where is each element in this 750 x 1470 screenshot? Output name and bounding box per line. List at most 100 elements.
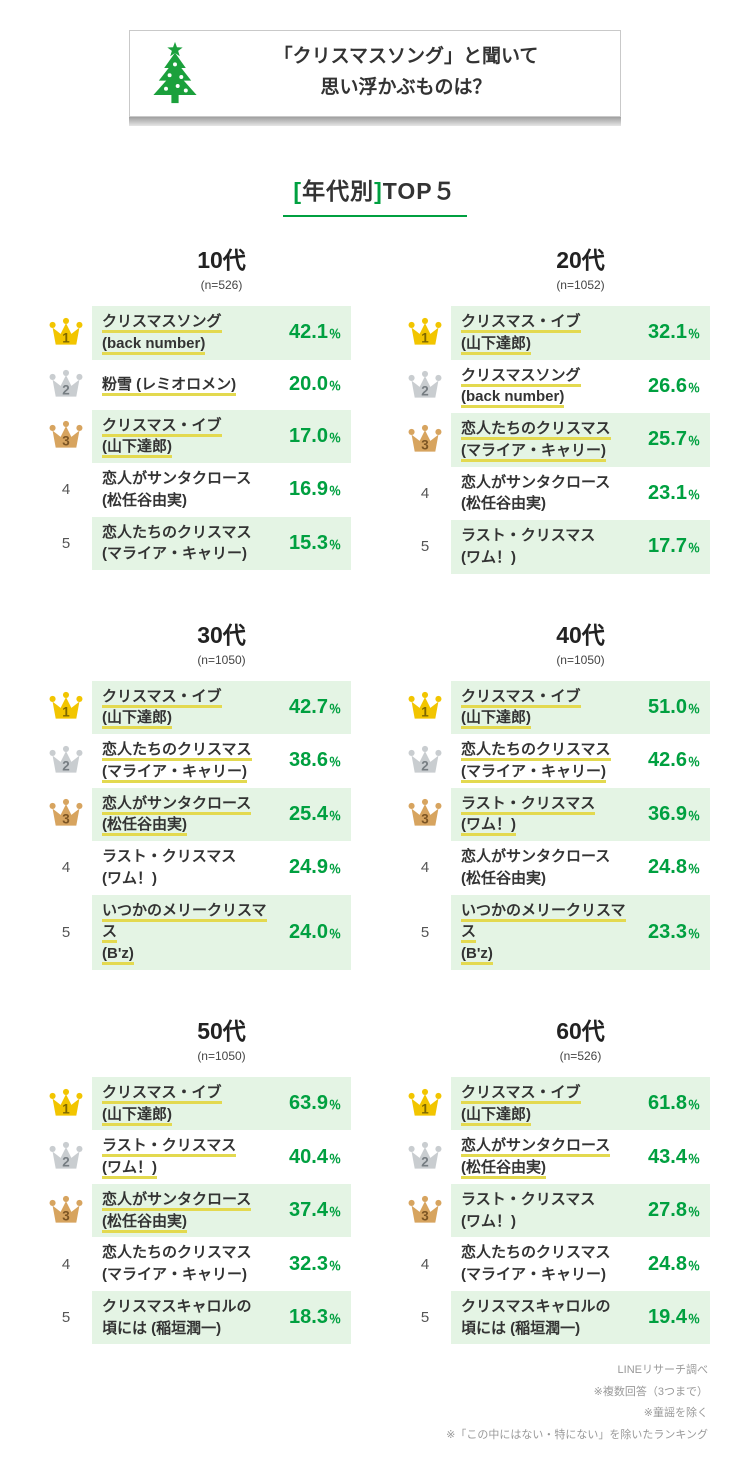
percentage-value: 24.0％ (289, 921, 341, 944)
svg-text:1: 1 (62, 330, 70, 345)
row-body: ラスト・クリスマス (ワム！) 40.4％ (92, 1130, 351, 1184)
ranking-list: 1 クリスマス・イブ (山下達郎) 51.0％ 2 恋人たちのクリスマス (マライア… (399, 680, 710, 970)
rank-cell: 2 (399, 360, 451, 414)
song-title: 恋人がサンタクロース (松任谷由実) (102, 1189, 281, 1233)
ranking-row: 3 恋人たちのクリスマス (マライア・キャリー) 25.7％ (399, 413, 710, 467)
age-group-header: 50代 (n=1050) (92, 1012, 351, 1063)
footnote-line: ※「この中にはない・特にない」を除いたランキング (446, 1428, 708, 1441)
rank-cell: 5 (40, 517, 92, 571)
song-title-line: いつかのメリークリスマス (102, 901, 267, 944)
bracket-open: [ (293, 178, 303, 204)
song-title-line: 恋人がサンタクロース (102, 470, 252, 487)
row-body: ラスト・クリスマス (ワム！) 27.8％ (451, 1183, 710, 1238)
song-title: 恋人がサンタクロース (松任谷由実) (102, 793, 281, 837)
age-label: 50代 (197, 1017, 246, 1044)
age-group-header: 40代 (n=1050) (451, 616, 710, 667)
percentage-value: 24.9％ (289, 856, 341, 879)
percent-sign: ％ (328, 1312, 341, 1326)
ranking-row: 5 いつかのメリークリスマス (B'z) 24.0％ (40, 894, 351, 970)
rank-cell: 1 (399, 1077, 451, 1131)
song-title-line: (ワム！) (461, 816, 516, 837)
sample-size: (n=1050) (197, 1048, 246, 1063)
percentage-value: 42.7％ (289, 696, 341, 719)
bracket-close: ] (374, 178, 383, 204)
percentage-value: 23.3％ (648, 921, 700, 944)
rank-cell: 2 (40, 734, 92, 788)
percent-sign: ％ (328, 755, 341, 770)
percentage-value: 20.0％ (289, 373, 341, 396)
song-title: クリスマス・イブ (山下達郎) (461, 311, 640, 355)
rank-cell: 4 (399, 1237, 451, 1291)
bronze-crown-icon: 3 (408, 1195, 442, 1223)
rank-cell: 4 (40, 1237, 92, 1291)
row-body: 恋人たちのクリスマス (マライア・キャリー) 15.3％ (92, 516, 351, 570)
percent-sign: ％ (328, 327, 341, 342)
song-title-line: クリスマスキャロルの (461, 1297, 611, 1315)
rank-cell: 4 (399, 841, 451, 895)
rank-cell: 2 (399, 1130, 451, 1184)
age-group-header: 60代 (n=526) (451, 1012, 710, 1063)
ranking-row: 2 クリスマスソング (back number) 26.6％ (399, 360, 710, 414)
song-title: 恋人がサンタクロース (松任谷由実) (461, 472, 640, 516)
song-title: クリスマスソング (back number) (461, 365, 640, 409)
percent-number: 51.0 (648, 695, 687, 718)
ranking-list: 1 クリスマスソング (back number) 42.1％ 2 粉雪 (レミオロ… (40, 306, 351, 570)
song-title-line: (山下達郎) (461, 334, 531, 355)
percent-sign: ％ (328, 430, 341, 445)
row-body: 恋人たちのクリスマス (マライア・キャリー) 32.3％ (92, 1237, 351, 1291)
percentage-value: 17.0％ (289, 425, 341, 448)
row-body: 恋人たちのクリスマス (マライア・キャリー) 25.7％ (451, 413, 710, 467)
age-label: 20代 (556, 247, 605, 273)
song-title-line: クリスマス・イブ (102, 1083, 222, 1104)
song-title-line: (山下達郎) (102, 1105, 172, 1126)
percent-number: 38.6 (289, 749, 328, 772)
row-body: 恋人がサンタクロース (松任谷由実) 24.8％ (451, 841, 710, 895)
percentage-value: 63.9％ (289, 1092, 341, 1115)
percentage-value: 15.3％ (289, 532, 341, 555)
percent-number: 26.6 (648, 374, 687, 397)
percent-number: 17.7 (648, 535, 687, 558)
song-title: クリスマスキャロルの 頃には (稲垣潤一) (461, 1296, 640, 1340)
rank-number: 5 (420, 923, 430, 941)
svg-text:1: 1 (421, 330, 429, 345)
song-title-line: 恋人がサンタクロース (461, 848, 611, 865)
bronze-crown-icon: 3 (49, 1195, 83, 1223)
percent-number: 42.1 (289, 321, 328, 344)
percent-sign: ％ (328, 537, 341, 552)
row-body: 恋人がサンタクロース (松任谷由実) 23.1％ (451, 467, 710, 521)
rank-cell: 1 (40, 306, 92, 360)
percent-number: 32.1 (648, 321, 687, 344)
rank-cell: 3 (40, 1184, 92, 1238)
percentage-value: 25.7％ (648, 428, 700, 451)
percent-sign: ％ (328, 701, 341, 716)
percent-sign: ％ (687, 434, 700, 449)
song-title: クリスマス・イブ (山下達郎) (102, 1082, 281, 1126)
song-title: 恋人たちのクリスマス (マライア・キャリー) (461, 739, 640, 783)
age-group: 10代 (n=526) 1 クリスマスソング (back number) 42.1… (40, 241, 351, 574)
rank-number: 5 (420, 538, 430, 556)
percentage-value: 36.9％ (648, 803, 700, 826)
gold-crown-icon: 1 (408, 317, 442, 345)
ranking-row: 3 ラスト・クリスマス (ワム！) 27.8％ (399, 1183, 710, 1238)
song-title-line: 恋人たちのクリスマス (461, 741, 611, 761)
section-label: 年代別 (302, 178, 375, 204)
song-title-line: クリスマス・イブ (102, 687, 222, 708)
ranking-row: 3 ラスト・クリスマス (ワム！) 36.9％ (399, 787, 710, 842)
svg-text:1: 1 (421, 705, 429, 720)
sample-size: (n=526) (200, 278, 243, 292)
rank-cell: 1 (40, 681, 92, 735)
song-title-line: 恋人たちのクリスマス (461, 420, 611, 440)
svg-text:2: 2 (421, 1154, 428, 1169)
age-group: 40代 (n=1050) 1 クリスマス・イブ (山下達郎) 51.0％ (399, 616, 710, 970)
percent-number: 27.8 (648, 1199, 687, 1221)
percent-number: 24.9 (289, 856, 328, 879)
rank-cell: 3 (399, 788, 451, 842)
row-body: 恋人がサンタクロース (松任谷由実) 16.9％ (92, 463, 351, 517)
percent-number: 36.9 (648, 802, 687, 825)
bronze-crown-icon: 3 (408, 424, 442, 452)
song-title-line: (松任谷由実) (461, 495, 546, 513)
row-body: クリスマス・イブ (山下達郎) 17.0％ (92, 409, 351, 463)
song-title: 恋人たちのクリスマス (マライア・キャリー) (461, 418, 640, 462)
rank-number: 5 (61, 1309, 71, 1326)
song-title-line: クリスマス・イブ (102, 416, 222, 437)
